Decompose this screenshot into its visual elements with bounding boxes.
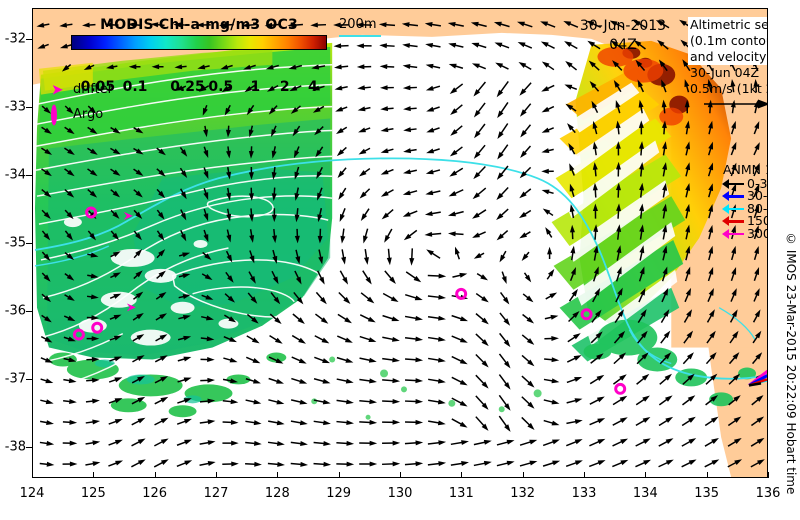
legend-argo-label: Argo (73, 107, 104, 122)
drifter-chevron-icon: ➤ (51, 80, 64, 98)
y-tick-mark (26, 38, 32, 40)
anmn-row-label: 150-300m (747, 213, 767, 228)
x-tick-mark (584, 472, 585, 478)
anmn-row-label: 30-80m (747, 188, 768, 203)
y-tick-label--34: -34 (4, 167, 26, 183)
y-tick-mark (26, 447, 32, 449)
drifter-marker (126, 303, 136, 312)
y-tick-label--35: -35 (4, 235, 26, 251)
argo-float-marker (455, 287, 468, 300)
y-tick-mark (26, 379, 32, 381)
date-line-2: 04Z (609, 37, 637, 53)
anmn-row-label: 0-30m (747, 175, 768, 191)
x-tick-mark (645, 472, 647, 478)
anmn-mooring-rosette (748, 369, 767, 387)
colorbar-tick-1: 1 (250, 79, 261, 95)
colorbar-title: MODIS Chl-a mg/m3 OC3 (100, 17, 298, 33)
legend-drifter-label: drifter (73, 82, 113, 97)
bathymetry-scale-label: 200m (339, 17, 377, 32)
anmn-row-0-30m: 0-30m (722, 175, 768, 191)
colorbar: 0.05 0.1 0.25 0.5 1 2 4 (71, 35, 327, 95)
colorbar-gradient (71, 35, 327, 50)
anmn-arrow-icon (722, 191, 744, 201)
x-tick-mark (277, 472, 279, 478)
y-tick-mark (26, 243, 32, 244)
ocean-chlorophyll-field (33, 9, 767, 477)
anmn-legend-rows: 0-30m30-80m80-150m150-300m300-600m (722, 175, 768, 241)
x-tick-mark (32, 472, 33, 478)
anmn-arrow-icon (722, 203, 744, 214)
x-tick-mark (154, 472, 156, 478)
anmn-arrow-icon (722, 216, 744, 226)
date-annotation: 30-Jun-2013 04Z (563, 17, 683, 55)
colorbar-tick-0.25: 0.25 (170, 79, 205, 95)
argo-float-marker (85, 206, 98, 219)
anmn-row-label: 300-600m (747, 225, 767, 241)
anmn-row-300-600m: 300-600m (722, 225, 767, 241)
altimetry-note-line-4: 30-Jun 04Z (690, 65, 760, 80)
copyright-text: © IMOS 23-Mar-2015 20:22:09 Hobart time (784, 232, 798, 495)
x-tick-mark (461, 472, 463, 478)
x-tick-label-129: 129 (326, 486, 352, 501)
colorbar-tick-0.1: 0.1 (122, 79, 148, 95)
altimetry-note-line-3: and velocity for (688, 49, 767, 65)
y-tick-label--33: -33 (4, 99, 26, 115)
anmn-legend-header: ANMN 12h av. (723, 162, 767, 177)
y-tick-label--32: -32 (4, 31, 26, 47)
x-tick-mark (400, 472, 401, 478)
y-tick-mark (26, 311, 32, 313)
x-tick-label-125: 125 (80, 486, 106, 501)
colorbar-tick-0.05: 0.05 (80, 79, 116, 95)
date-line-1: 30-Jun-2013 (579, 18, 667, 34)
colorbar-tick-2: 2 (279, 79, 290, 95)
x-tick-label-132: 132 (510, 486, 536, 501)
argo-float-marker (580, 308, 593, 321)
y-tick-label--38: -38 (4, 439, 26, 455)
x-tick-mark (768, 472, 769, 478)
x-tick-label-131: 131 (448, 486, 474, 501)
y-tick-label--37: -37 (4, 371, 26, 387)
x-tick-mark (338, 472, 340, 478)
altimetry-note-line-1: Altimetric sealevel (688, 17, 767, 33)
anmn-row-30-80m: 30-80m (722, 188, 768, 203)
y-tick-label--36: -36 (4, 303, 26, 319)
argo-float-marker (72, 328, 85, 341)
x-tick-label-126: 126 (142, 486, 168, 501)
y-tick-mark (26, 106, 32, 108)
altimetry-note-line-2: (0.1m contours) (688, 33, 767, 49)
reference-arrow-icon (704, 99, 767, 109)
y-tick-mark (26, 174, 32, 176)
x-tick-label-124: 124 (19, 486, 45, 501)
x-tick-label-133: 133 (571, 486, 597, 501)
anmn-row-label: 80-150m (747, 200, 768, 216)
anmn-row-150-300m: 150-300m (722, 213, 767, 228)
anmn-row-80-150m: 80-150m (722, 200, 768, 216)
bathymetry-scale-line (339, 35, 381, 37)
x-tick-label-136: 136 (755, 486, 781, 501)
altimetry-note: Altimetric sealevel (0.1m contours) and … (688, 17, 767, 114)
anmn-arrow-icon (722, 228, 744, 239)
colorbar-tick-4: 4 (308, 79, 318, 95)
x-tick-label-130: 130 (387, 486, 413, 501)
drifter-marker (123, 211, 133, 220)
colorbar-tick-0.5: 0.5 (208, 79, 234, 95)
x-tick-label-128: 128 (264, 486, 290, 501)
anmn-arrow-icon (722, 178, 744, 189)
argo-float-marker (614, 382, 627, 395)
x-tick-label-134: 134 (632, 486, 658, 501)
x-tick-mark (706, 472, 708, 478)
legend-argo: Argo (51, 104, 104, 125)
argo-circle-icon (51, 104, 57, 125)
x-tick-label-127: 127 (203, 486, 229, 501)
x-tick-mark (522, 472, 524, 478)
altimetry-note-line-5: 0.5m/s (1kt 24h) (690, 81, 767, 96)
map-plot-area: MODIS Chl-a mg/m3 OC3 0.05 0.1 0.25 0.5 1 2 4 … (32, 8, 768, 478)
argo-float-marker (91, 321, 104, 334)
legend-drifter: ➤ drifter (51, 82, 113, 98)
x-tick-mark (93, 472, 95, 478)
x-tick-label-135: 135 (694, 486, 720, 501)
anmn-legend: ANMN 12h av. 0-30m30-80m80-150m150-300m3… (722, 162, 768, 241)
x-tick-mark (216, 472, 217, 478)
